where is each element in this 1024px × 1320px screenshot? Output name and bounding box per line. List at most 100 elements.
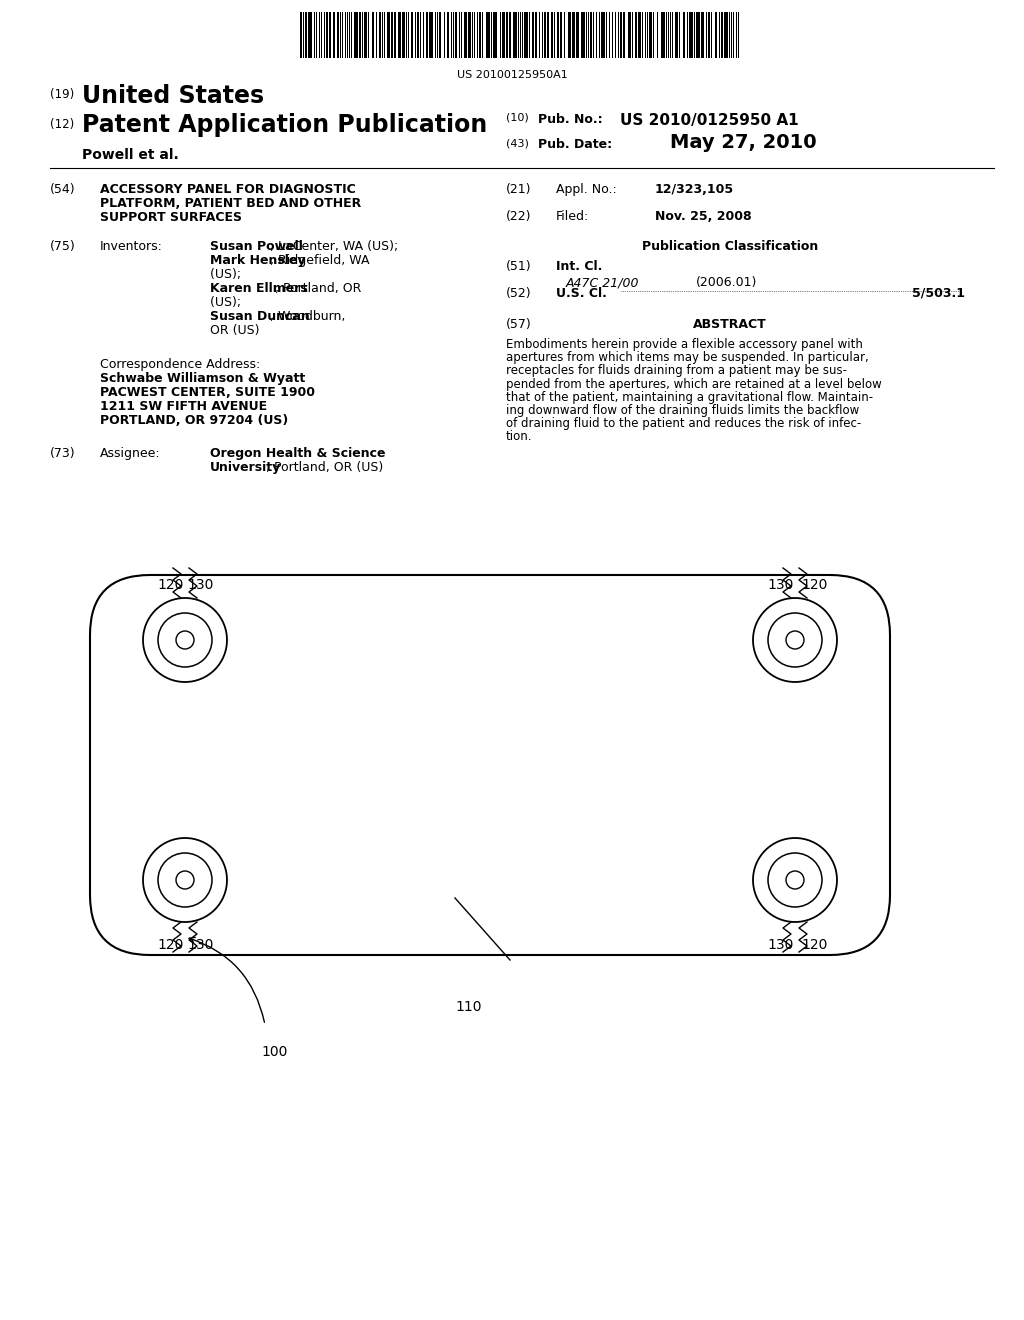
Text: Inventors:: Inventors: [100,240,163,253]
Text: (22): (22) [506,210,531,223]
Bar [305,12,307,58]
Text: (12): (12) [50,117,75,131]
Text: (52): (52) [506,286,531,300]
Bar [426,12,428,58]
Bar [535,12,537,58]
Bar [649,12,652,58]
Bar [329,12,331,58]
Bar [662,12,665,58]
Text: (2006.01): (2006.01) [696,276,758,289]
Bar [551,12,553,58]
Bar [411,12,413,58]
Text: PACWEST CENTER, SUITE 1900: PACWEST CENTER, SUITE 1900 [100,385,315,399]
Text: PORTLAND, OR 97204 (US): PORTLAND, OR 97204 (US) [100,414,288,426]
Text: Pub. Date:: Pub. Date: [538,139,612,150]
Text: , Ridgefield, WA: , Ridgefield, WA [270,253,370,267]
Text: Patent Application Publication: Patent Application Publication [82,114,487,137]
Bar [394,12,396,58]
Bar [391,12,393,58]
Bar [635,12,637,58]
Text: (75): (75) [50,240,76,253]
Text: Filed:: Filed: [556,210,589,223]
Bar [447,12,449,58]
Bar [333,12,335,58]
Text: (51): (51) [506,260,531,273]
Bar [683,12,685,58]
Text: of draining fluid to the patient and reduces the risk of infec-: of draining fluid to the patient and red… [506,417,861,430]
Text: US 2010/0125950 A1: US 2010/0125950 A1 [620,114,799,128]
Text: 1211 SW FIFTH AVENUE: 1211 SW FIFTH AVENUE [100,400,267,413]
Text: Pub. No.:: Pub. No.: [538,114,603,125]
Text: Correspondence Address:: Correspondence Address: [100,358,260,371]
Text: Oregon Health & Science: Oregon Health & Science [210,447,385,459]
Text: tion.: tion. [506,430,532,444]
Text: , LaCenter, WA (US);: , LaCenter, WA (US); [270,240,398,253]
Text: US 20100125950A1: US 20100125950A1 [457,70,567,81]
Bar [513,12,517,58]
Bar [701,12,705,58]
Text: OR (US): OR (US) [210,323,259,337]
Text: Susan Powell: Susan Powell [210,240,303,253]
Text: receptacles for fluids draining from a patient may be sus-: receptacles for fluids draining from a p… [506,364,847,378]
Text: 100: 100 [262,1045,288,1059]
Text: (54): (54) [50,183,76,195]
FancyBboxPatch shape [90,576,890,954]
Bar [379,12,381,58]
Bar [372,12,374,58]
Bar [402,12,406,58]
Text: Int. Cl.: Int. Cl. [556,260,602,273]
Bar [708,12,710,58]
Bar [689,12,693,58]
Text: University: University [210,461,282,474]
Text: Nov. 25, 2008: Nov. 25, 2008 [655,210,752,223]
Bar [364,12,367,58]
Bar [675,12,678,58]
Bar [398,12,401,58]
Text: 110: 110 [455,1001,481,1014]
Text: SUPPORT SURFACES: SUPPORT SURFACES [100,211,242,224]
Text: 5/503.1: 5/503.1 [912,286,965,300]
Text: (19): (19) [50,88,75,102]
Bar [464,12,467,58]
Bar [696,12,700,58]
Text: ing downward flow of the draining fluids limits the backflow: ing downward flow of the draining fluids… [506,404,859,417]
Text: 120: 120 [157,939,183,952]
Bar [417,12,419,58]
Text: (21): (21) [506,183,531,195]
Bar [532,12,534,58]
Bar [326,12,328,58]
Bar [568,12,571,58]
Text: May 27, 2010: May 27, 2010 [670,133,816,152]
Bar [308,12,312,58]
Text: apertures from which items may be suspended. In particular,: apertures from which items may be suspen… [506,351,868,364]
Bar [638,12,641,58]
Text: Powell et al.: Powell et al. [82,148,179,162]
Text: pended from the apertures, which are retained at a level below: pended from the apertures, which are ret… [506,378,882,391]
Bar [572,12,575,58]
Bar [547,12,549,58]
Bar [429,12,433,58]
Text: (10): (10) [506,114,528,123]
Bar [560,12,562,58]
Text: (43): (43) [506,139,528,148]
Bar [557,12,559,58]
Text: ABSTRACT: ABSTRACT [693,318,767,331]
Text: Embodiments herein provide a flexible accessory panel with: Embodiments herein provide a flexible ac… [506,338,863,351]
Bar [300,12,302,58]
Text: PLATFORM, PATIENT BED AND OTHER: PLATFORM, PATIENT BED AND OTHER [100,197,361,210]
Text: 12/323,105: 12/323,105 [655,183,734,195]
Text: Assignee:: Assignee: [100,447,161,459]
Bar [601,12,605,58]
Bar [623,12,625,58]
Text: Publication Classification: Publication Classification [642,240,818,253]
Bar [721,12,723,58]
Bar [544,12,546,58]
Bar [439,12,441,58]
Bar [715,12,717,58]
Text: 120: 120 [801,939,827,952]
Text: Appl. No.:: Appl. No.: [556,183,616,195]
Text: 120: 120 [801,578,827,591]
Text: Susan Duncan: Susan Duncan [210,310,309,323]
Text: Schwabe Williamson & Wyatt: Schwabe Williamson & Wyatt [100,372,305,385]
Bar [724,12,728,58]
